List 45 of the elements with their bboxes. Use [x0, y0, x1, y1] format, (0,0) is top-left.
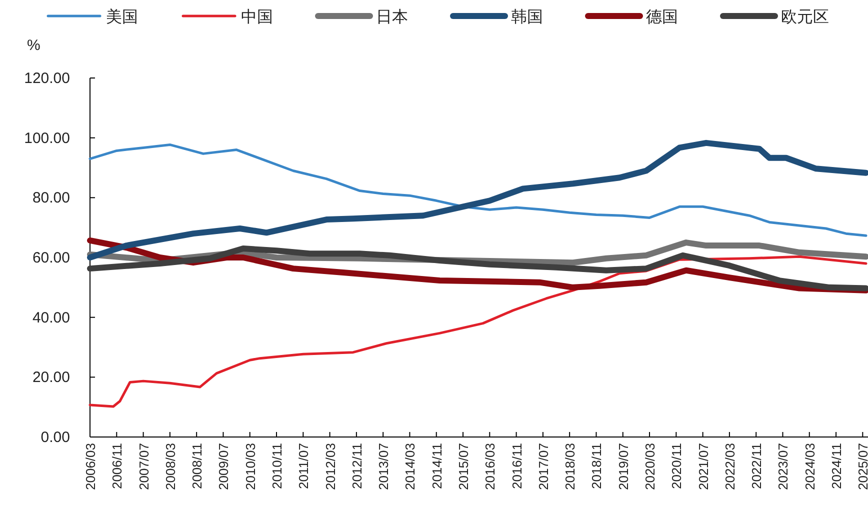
x-tick-label: 2020/03 [642, 443, 658, 490]
y-tick-label: 0.00 [40, 429, 70, 446]
x-tick-label: 2012/11 [349, 443, 364, 490]
x-tick-label: 2022/03 [722, 443, 738, 490]
x-tick-label: 2018/03 [562, 443, 578, 490]
x-tick-label: 2016/11 [509, 443, 524, 490]
x-tick-label: 2024/03 [802, 443, 818, 490]
x-tick-label: 2015/07 [456, 443, 472, 490]
x-tick-label: 2024/11 [829, 443, 844, 490]
x-tick-label: 2023/07 [776, 443, 791, 490]
x-tick-label: 2006/11 [110, 443, 125, 490]
x-tick-label: 2008/11 [190, 443, 205, 490]
x-tick-label: 2007/07 [136, 443, 152, 490]
x-tick-label: 2013/07 [376, 443, 392, 490]
x-tick-label: 2014/03 [402, 443, 418, 490]
legend-label: 德国 [646, 9, 678, 26]
x-tick-label: 2010/03 [242, 443, 258, 490]
y-tick-label: 20.00 [32, 369, 70, 386]
x-tick-label: 2012/03 [322, 443, 338, 490]
x-tick-label: 2008/03 [162, 443, 178, 490]
x-tick-label: 2019/07 [616, 443, 631, 490]
x-tick-label: 2022/11 [749, 443, 764, 490]
x-tick-label: 2006/03 [83, 443, 98, 490]
y-tick-label: 80.00 [32, 190, 70, 207]
x-tick-label: 2018/11 [589, 443, 604, 490]
y-tick-label: 100.00 [24, 130, 70, 147]
x-tick-label: 2020/11 [669, 443, 684, 490]
y-tick-label: 60.00 [32, 250, 70, 266]
x-tick-label: 2025/07 [856, 443, 868, 490]
y-tick-label: 120.00 [24, 70, 70, 87]
line-series [88, 143, 868, 237]
x-tick-label: 2016/03 [482, 443, 498, 490]
legend-label: 欧元区 [781, 9, 829, 26]
x-tick-label: 2010/11 [270, 443, 285, 490]
y-tick-label: 40.00 [32, 309, 70, 326]
x-tick-label: 2009/07 [216, 443, 232, 490]
x-tick-label: 2017/07 [536, 443, 551, 490]
x-tick-label: 2021/07 [696, 443, 711, 490]
legend-label: 美国 [106, 8, 138, 26]
x-tick-label: 2011/07 [296, 443, 312, 490]
x-tick-label: 2014/11 [429, 443, 444, 490]
y-axis-title: % [27, 37, 40, 54]
legend-label: 日本 [376, 8, 408, 26]
legend-label: 韩国 [511, 8, 543, 26]
legend-label: 中国 [241, 8, 273, 26]
